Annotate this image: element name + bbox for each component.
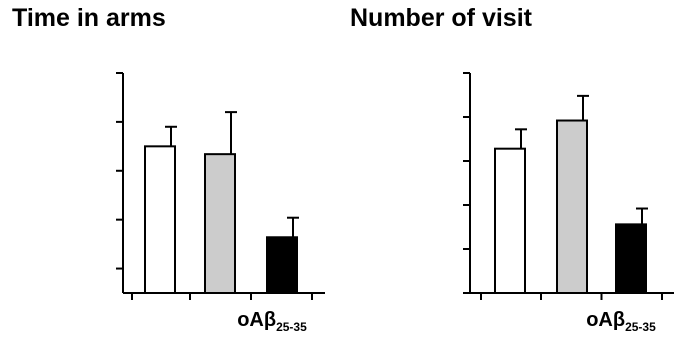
- x-tick-label: oAβ25-35: [586, 309, 656, 334]
- x-tick-label-base: oAβ: [237, 309, 276, 331]
- x-tick-label-base: oAβ: [586, 309, 625, 331]
- bar: [204, 153, 236, 294]
- bar: [266, 236, 298, 294]
- x-tick-label: oAβ25-35: [237, 309, 307, 334]
- bar: [494, 147, 526, 294]
- chart-title-number-of-visit: Number of visit: [350, 4, 532, 32]
- chart-title-time-in-arms: Time in arms: [12, 4, 166, 32]
- x-tick-label-subscript: 25-35: [625, 320, 656, 334]
- bar: [615, 223, 647, 294]
- bar: [144, 145, 176, 294]
- x-tick-label-subscript: 25-35: [276, 320, 307, 334]
- bar: [556, 119, 588, 294]
